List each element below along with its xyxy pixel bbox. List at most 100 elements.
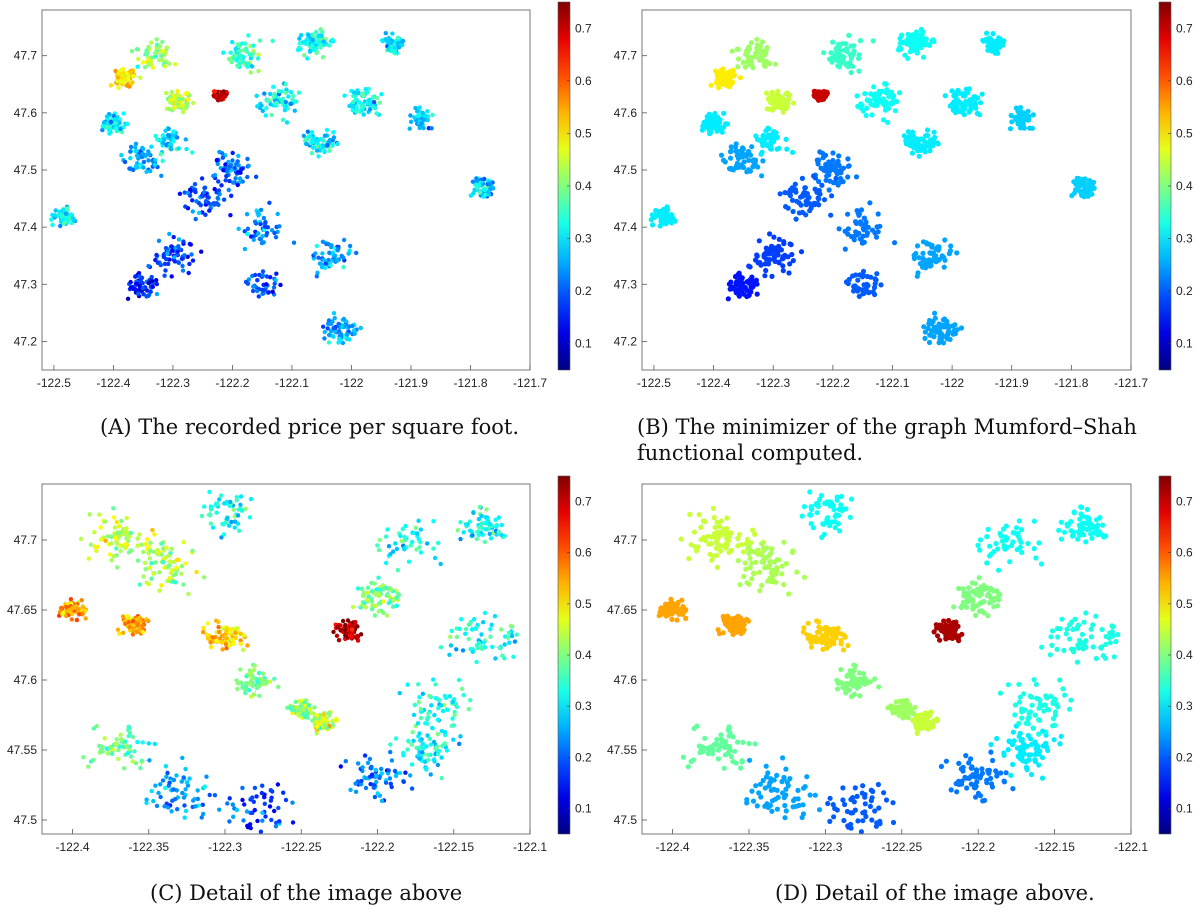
data-point xyxy=(392,45,397,50)
data-point xyxy=(263,113,268,118)
data-point xyxy=(170,248,175,253)
data-point xyxy=(239,167,244,172)
data-point xyxy=(354,250,359,256)
data-point xyxy=(153,257,158,263)
data-point xyxy=(243,41,248,46)
data-point xyxy=(136,56,141,62)
data-point xyxy=(398,43,403,48)
data-point xyxy=(178,103,183,109)
data-point xyxy=(423,113,428,119)
data-point xyxy=(242,246,248,252)
data-point xyxy=(146,158,151,163)
data-point xyxy=(176,146,181,151)
data-point xyxy=(276,89,281,94)
data-point xyxy=(226,159,231,165)
data-point xyxy=(211,173,216,179)
data-point xyxy=(350,107,355,113)
data-point xyxy=(304,141,309,147)
data-point xyxy=(267,200,272,205)
data-point xyxy=(160,57,165,62)
data-point xyxy=(228,50,233,55)
data-point xyxy=(231,56,236,61)
data-point xyxy=(245,156,250,162)
data-point xyxy=(220,151,225,156)
data-point xyxy=(69,220,74,226)
data-point xyxy=(430,112,435,118)
data-point xyxy=(322,133,328,138)
data-point xyxy=(269,112,274,118)
data-point xyxy=(235,169,241,175)
data-point xyxy=(288,90,294,95)
data-point xyxy=(167,133,172,139)
data-point xyxy=(170,97,175,102)
data-point xyxy=(201,190,207,195)
caption-a-text: The recorded price per square foot. xyxy=(138,415,520,439)
data-point xyxy=(246,277,252,282)
data-point xyxy=(335,248,340,253)
data-point xyxy=(190,258,196,263)
data-point xyxy=(271,84,276,90)
data-point xyxy=(264,274,269,279)
data-point xyxy=(246,62,251,67)
data-point xyxy=(108,119,114,125)
data-point xyxy=(155,260,161,265)
data-point xyxy=(257,38,263,43)
colorbar-tick-label: 0.6 xyxy=(575,74,592,88)
data-point xyxy=(65,206,70,211)
data-point xyxy=(154,278,159,283)
data-point xyxy=(255,288,260,294)
data-point xyxy=(181,239,186,244)
data-point xyxy=(255,56,261,61)
data-point xyxy=(136,271,142,276)
data-point xyxy=(216,188,222,193)
data-point xyxy=(215,161,220,167)
data-point xyxy=(149,55,154,60)
data-point xyxy=(260,269,266,274)
data-point xyxy=(216,179,221,184)
data-point xyxy=(367,107,373,112)
data-point xyxy=(230,39,235,45)
data-point xyxy=(379,38,385,43)
data-point xyxy=(126,74,131,80)
data-point xyxy=(184,146,189,152)
data-point xyxy=(260,287,265,292)
data-point xyxy=(214,157,220,163)
data-point xyxy=(256,294,261,299)
x-tick-label: -122.2 xyxy=(215,376,249,390)
data-point xyxy=(481,194,486,199)
data-point xyxy=(202,185,207,191)
data-point xyxy=(220,155,225,160)
data-point xyxy=(252,219,258,224)
data-point xyxy=(316,40,322,45)
plot-area xyxy=(42,10,530,370)
data-point xyxy=(147,61,153,67)
y-tick-label: 47.7 xyxy=(14,49,38,63)
data-point xyxy=(290,93,296,99)
data-point xyxy=(157,44,163,49)
data-point xyxy=(262,91,267,96)
data-point xyxy=(321,138,326,143)
data-point xyxy=(321,39,326,44)
data-point xyxy=(284,120,290,125)
data-point xyxy=(131,73,136,79)
data-point xyxy=(266,290,271,295)
data-point xyxy=(274,271,279,276)
data-point xyxy=(194,199,199,204)
data-point xyxy=(116,85,121,91)
data-point xyxy=(258,207,264,213)
data-point xyxy=(239,41,245,46)
data-point xyxy=(149,278,155,284)
data-point xyxy=(212,89,218,94)
data-point xyxy=(158,151,163,157)
data-point xyxy=(166,261,171,267)
data-point xyxy=(388,40,394,45)
colorbar-tick-label: 0.7 xyxy=(575,21,592,35)
data-point xyxy=(169,147,174,152)
data-point xyxy=(229,193,234,198)
data-point xyxy=(134,281,139,286)
data-point xyxy=(294,99,299,104)
data-point xyxy=(185,101,190,106)
y-tick-label: 47.3 xyxy=(14,277,38,291)
data-point xyxy=(128,156,133,161)
data-point xyxy=(118,67,124,73)
